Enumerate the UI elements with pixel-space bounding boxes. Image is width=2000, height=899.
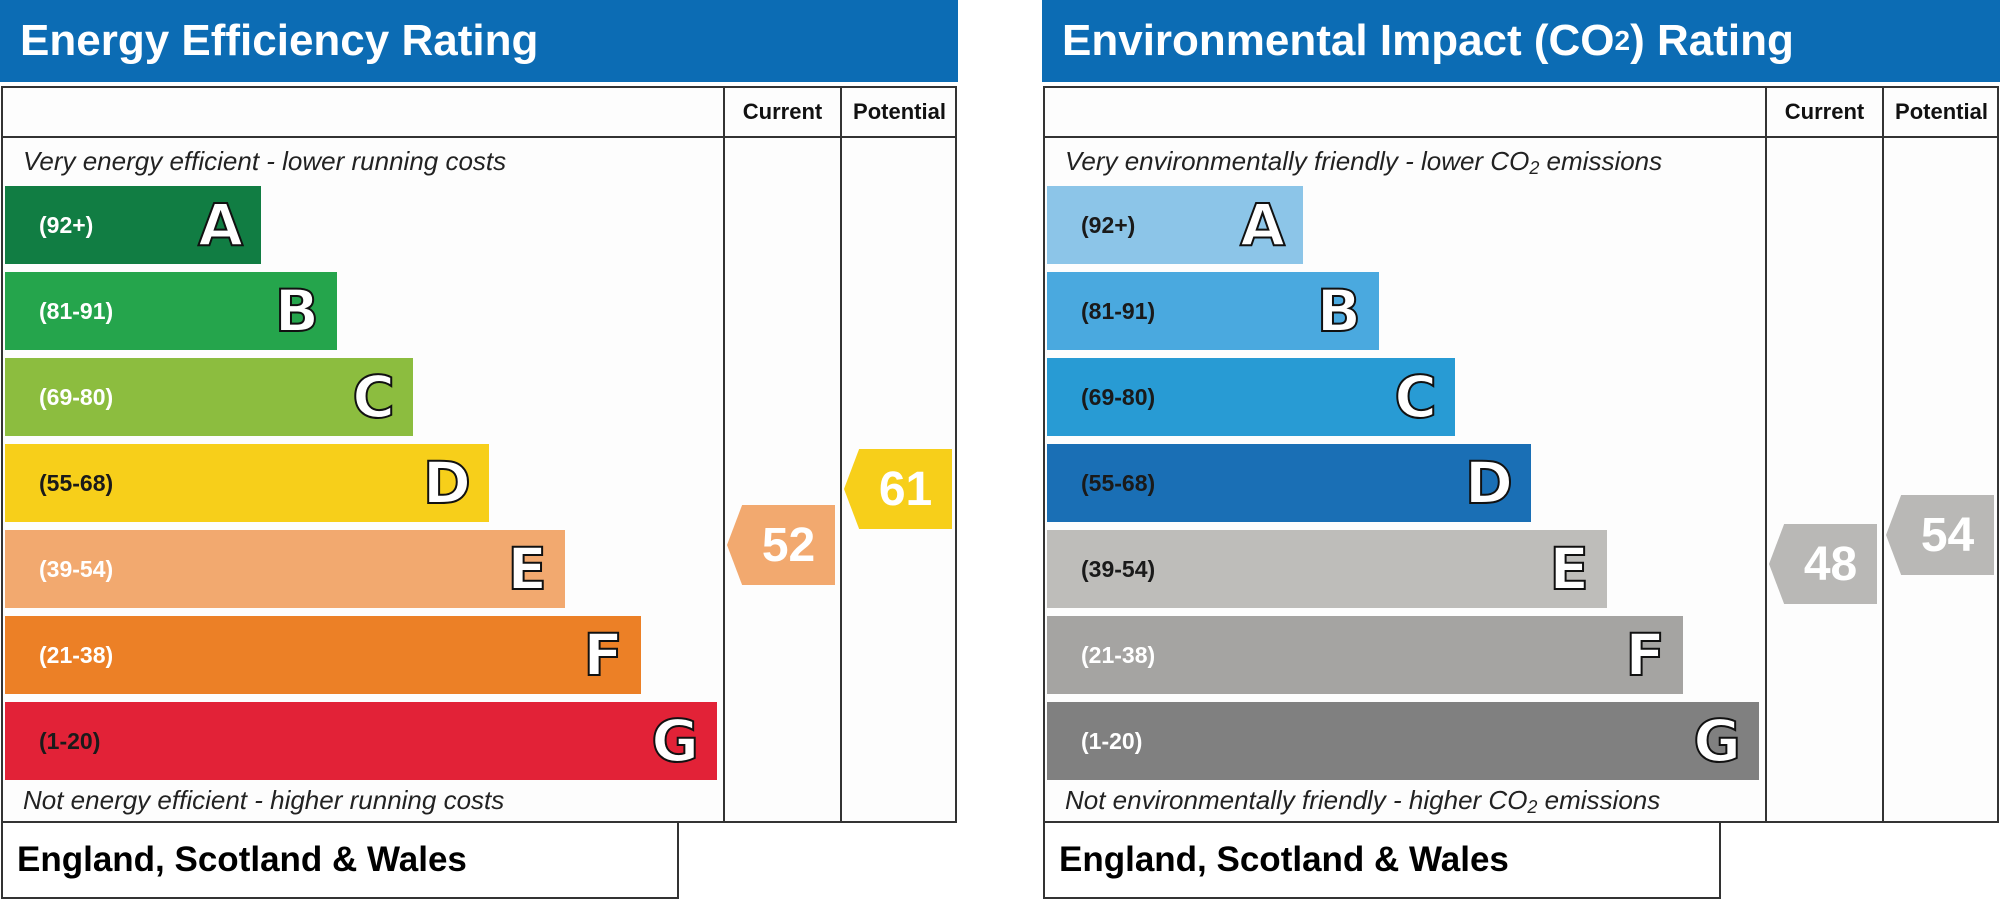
rating-band-c: (69-80) C [1047,358,1455,436]
current-column-divider [723,88,725,821]
band-letter: G [1692,706,1742,776]
band-range-label: (1-20) [39,727,101,754]
current-rating-marker: 52 [727,505,835,585]
band-letter: E [506,534,548,604]
band-letter: C [351,362,396,432]
rating-band-d: (55-68) D [1047,444,1531,522]
rating-band-a: (92+) A [1047,186,1303,264]
current-rating-value: 52 [761,518,816,572]
band-letter: A [1239,190,1286,260]
band-range-label: (69-80) [39,383,114,410]
bottom-note-text: Not environmentally friendly - higher CO [1065,785,1528,815]
rating-band-f: (21-38) F [1047,616,1683,694]
top-note: Very environmentally friendly - lower CO… [1065,146,1662,177]
rating-band-f: (21-38) F [5,616,641,694]
current-column-header: Current [742,99,823,124]
current-rating-marker: 48 [1769,524,1877,604]
bottom-note-subscript: 2 [1527,797,1538,817]
band-range-label: (55-68) [39,469,114,496]
rating-band-b: (81-91) B [5,272,337,350]
band-range-label: (81-91) [39,297,114,324]
current-rating-arrow [1769,524,1877,604]
potential-rating-arrow [1886,495,1994,575]
top-note-subscript: 2 [1529,158,1540,178]
rating-band-e: (39-54) E [5,530,565,608]
band-range-label: (81-91) [1081,297,1156,324]
region-footer: England, Scotland & Wales [1043,823,1721,899]
band-letter: B [1316,276,1362,346]
region-footer: England, Scotland & Wales [1,823,679,899]
band-letter: C [1393,362,1438,432]
band-range-label: (39-54) [39,555,114,582]
top-note-end: emissions [1539,146,1663,176]
chart-frame: Current Potential Very environmentally f… [1043,86,1999,823]
band-range-label: (21-38) [1081,641,1156,668]
band-range-label: (69-80) [1081,383,1156,410]
band-range-label: (92+) [1081,211,1136,238]
band-letter: F [1624,620,1666,690]
energy-efficiency-chart: Energy Efficiency Rating Current Potenti… [0,0,960,899]
chart-title-text: Energy Efficiency Rating [20,16,539,65]
band-letter: A [197,190,244,260]
rating-band-c: (69-80) C [5,358,413,436]
current-column-divider [1765,88,1767,821]
band-letter: D [1464,448,1514,518]
potential-column-header: Potential [853,99,946,124]
top-note-text: Very environmentally friendly - lower CO [1065,146,1530,176]
band-range-label: (39-54) [1081,555,1156,582]
rating-band-g: (1-20) G [5,702,717,780]
chart-title-text: Environmental Impact (CO [1062,16,1615,65]
rating-band-e: (39-54) E [1047,530,1607,608]
potential-rating-value: 61 [878,462,933,516]
band-letter: G [650,706,700,776]
header-divider [3,136,955,138]
rating-band-g: (1-20) G [1047,702,1759,780]
potential-column-divider [1882,88,1884,821]
potential-rating-arrow [844,449,952,529]
current-rating-value: 48 [1803,537,1858,591]
band-range-label: (1-20) [1081,727,1143,754]
band-letter: E [1548,534,1590,604]
band-letter: D [422,448,472,518]
top-note: Very energy efficient - lower running co… [23,146,507,176]
rating-band-a: (92+) A [5,186,261,264]
band-letter: F [582,620,624,690]
band-range-label: (55-68) [1081,469,1156,496]
current-column-header: Current [1784,99,1865,124]
chart-title-end: ) Rating [1630,16,1794,65]
bottom-note: Not environmentally friendly - higher CO… [1065,785,1660,816]
band-range-label: (92+) [39,211,94,238]
rating-band-d: (55-68) D [5,444,489,522]
chart-frame: Current Potential Very energy efficient … [1,86,957,823]
environmental-impact-chart: Environmental Impact (CO 2) Rating Curren… [1042,0,2000,899]
bottom-note-end: emissions [1537,785,1661,815]
header-divider [1045,136,1997,138]
rating-band-b: (81-91) B [1047,272,1379,350]
current-rating-arrow [727,505,835,585]
potential-column-header: Potential [1895,99,1988,124]
potential-rating-value: 54 [1920,508,1975,562]
band-range-label: (21-38) [39,641,114,668]
bottom-note: Not energy efficient - higher running co… [23,785,505,815]
chart-title: Environmental Impact (CO 2) Rating [1042,0,2000,82]
chart-title: Energy Efficiency Rating [0,0,958,82]
potential-rating-marker: 61 [844,449,952,529]
potential-column-divider [840,88,842,821]
band-letter: B [274,276,320,346]
potential-rating-marker: 54 [1886,495,1994,575]
